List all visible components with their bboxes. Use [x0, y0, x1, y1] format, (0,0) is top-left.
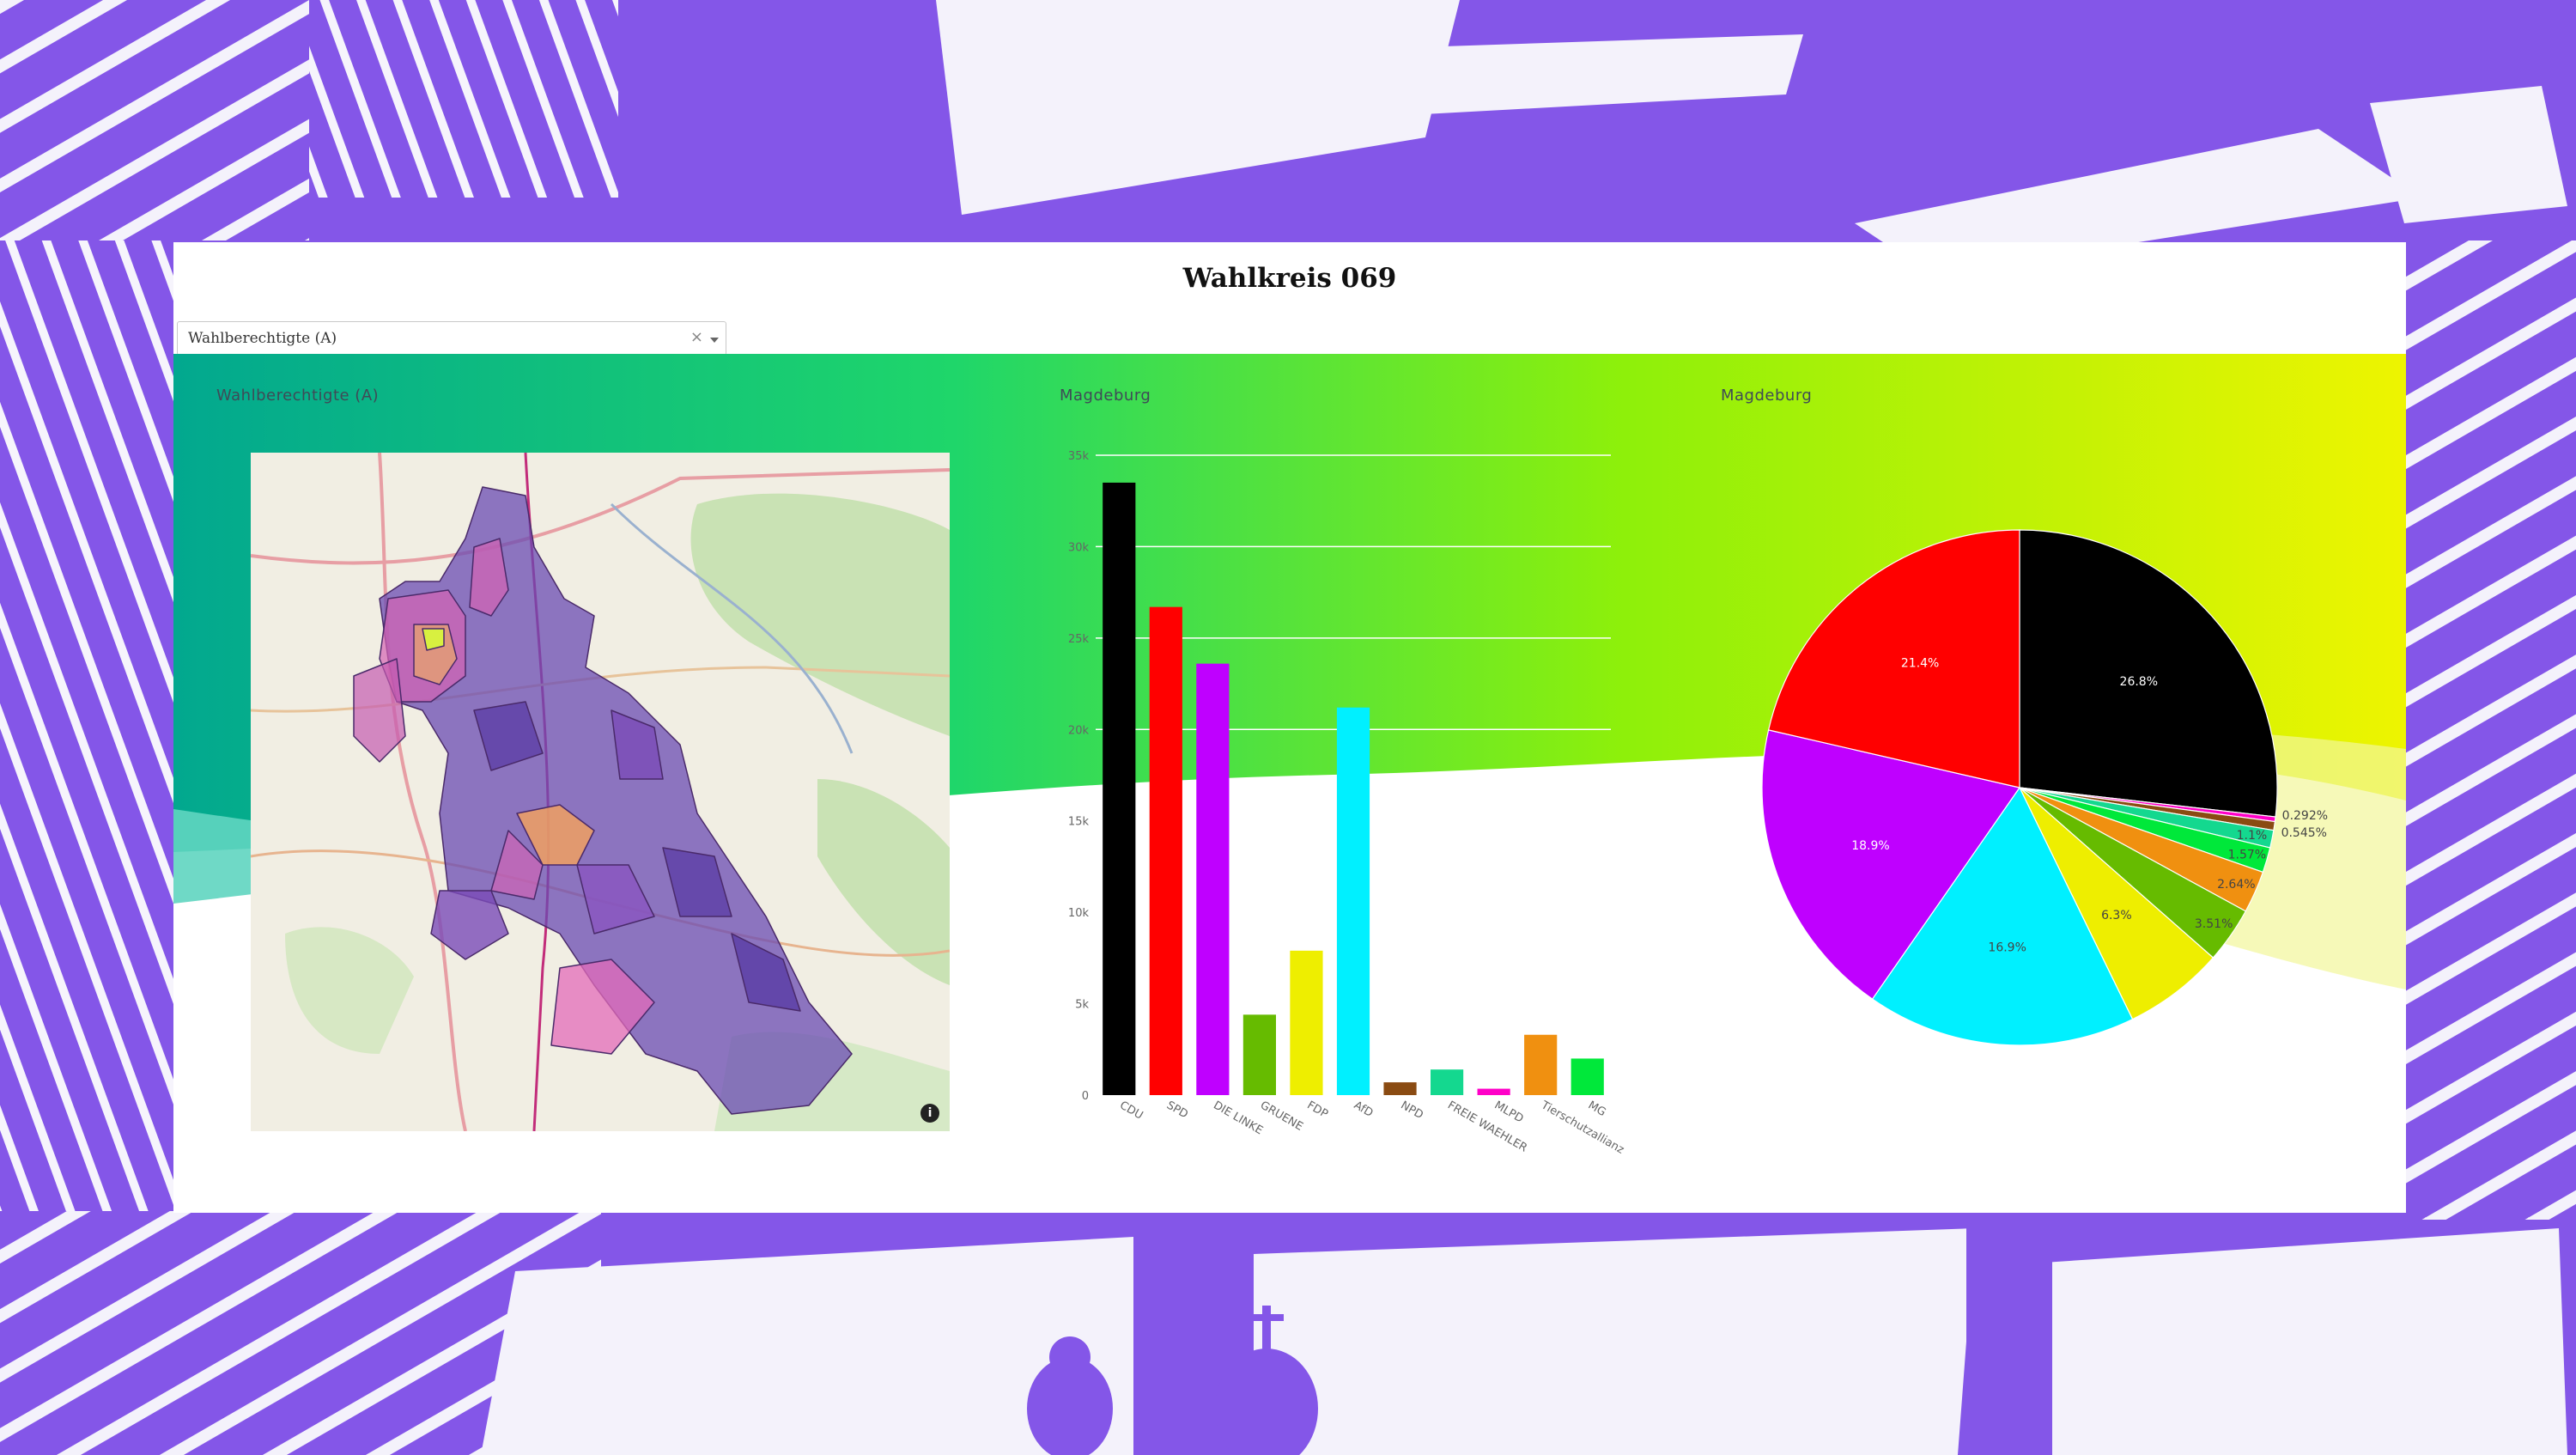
bar-npd[interactable]: [1383, 1082, 1417, 1095]
y-tick-label: 5k: [1075, 999, 1089, 1012]
bar-spd[interactable]: [1149, 606, 1182, 1095]
x-tick-label: FREIE WAEHLER: [1445, 1099, 1529, 1154]
pie-slice-label: 1.57%: [2228, 849, 2266, 862]
x-tick-label: CDU: [1117, 1099, 1145, 1122]
map-title: Wahlberechtigte (A): [216, 387, 380, 405]
y-tick-label: 25k: [1068, 633, 1090, 646]
pie-slice-label: 3.51%: [2195, 917, 2233, 931]
x-tick-label: Tierschutzallianz: [1538, 1099, 1626, 1157]
x-tick-label: MLPD: [1492, 1099, 1526, 1125]
y-tick-label: 35k: [1068, 450, 1090, 463]
y-tick-label: 20k: [1068, 724, 1090, 737]
pie-chart: 26.8% 0.292% 0.545% 1.1% 1.57% 2.64% 3.51% 6.3%…: [1761, 529, 2328, 1046]
x-tick-label: AfD: [1352, 1099, 1375, 1120]
pie-slice-label: 6.3%: [2101, 909, 2132, 922]
metric-dropdown[interactable]: Wahlberechtigte (A) ×: [177, 321, 726, 356]
bar-freie-waehler[interactable]: [1431, 1069, 1464, 1095]
pie-slice-spd[interactable]: [1767, 529, 2020, 788]
x-tick-label: NPD: [1399, 1099, 1425, 1122]
x-tick-label: DIE LINKE: [1211, 1099, 1265, 1137]
bar-tierschutzallianz[interactable]: [1524, 1034, 1558, 1095]
map-info-icon[interactable]: i: [920, 1104, 939, 1123]
bar-mlpd[interactable]: [1477, 1088, 1510, 1095]
pie-slice-label: 0.545%: [2281, 826, 2327, 840]
bar-chart: 0 5k 10k 15k 20k 25k 30k 35k CDU SPD DIE LINKEGRUE…: [1068, 450, 1626, 1157]
map-tiles: [251, 453, 950, 1131]
pie-slice-label: 21.4%: [1901, 657, 1939, 671]
bar-mg[interactable]: [1571, 1058, 1604, 1095]
y-tick-label: 10k: [1068, 907, 1090, 920]
pie-slice-label: 16.9%: [1988, 941, 2026, 954]
y-tick-label: 15k: [1068, 816, 1090, 829]
choropleth-map[interactable]: [251, 453, 950, 1131]
pie-slice-afd[interactable]: [1871, 786, 2134, 1046]
bar-chart-title: Magdeburg: [1060, 387, 1151, 405]
bar-gruene[interactable]: [1242, 1014, 1276, 1095]
pie-slice-label: 2.64%: [2217, 878, 2255, 892]
pie-slice-label: 26.8%: [2120, 675, 2158, 689]
bar-cdu[interactable]: [1103, 482, 1136, 1095]
pie-slice-cdu[interactable]: [2019, 529, 2278, 818]
pie-slice-label: 1.1%: [2237, 829, 2268, 843]
clear-icon[interactable]: ×: [690, 328, 703, 346]
dropdown-selected-value: Wahlberechtigte (A): [188, 330, 337, 347]
chevron-down-icon[interactable]: [710, 338, 719, 343]
bar-die-linke[interactable]: [1196, 663, 1230, 1095]
pie-slice-die-linke[interactable]: [1761, 729, 2021, 1001]
page-title: Wahlkreis 069: [1182, 263, 1397, 294]
pie-chart-title: Magdeburg: [1721, 387, 1813, 405]
bar-afd[interactable]: [1336, 707, 1370, 1095]
x-tick-label: GRUENE: [1258, 1099, 1305, 1133]
y-tick-label: 0: [1082, 1090, 1089, 1103]
pie-slice-fdp[interactable]: [2019, 787, 2215, 1020]
x-tick-label: MG: [1586, 1099, 1608, 1119]
pie-slice-label: 18.9%: [1851, 839, 1889, 853]
bar-fdp[interactable]: [1290, 950, 1323, 1095]
x-tick-label: SPD: [1164, 1099, 1190, 1121]
x-tick-label: FDP: [1304, 1099, 1330, 1121]
y-tick-label: 30k: [1068, 541, 1090, 554]
pie-slice-label: 0.292%: [2282, 809, 2328, 823]
